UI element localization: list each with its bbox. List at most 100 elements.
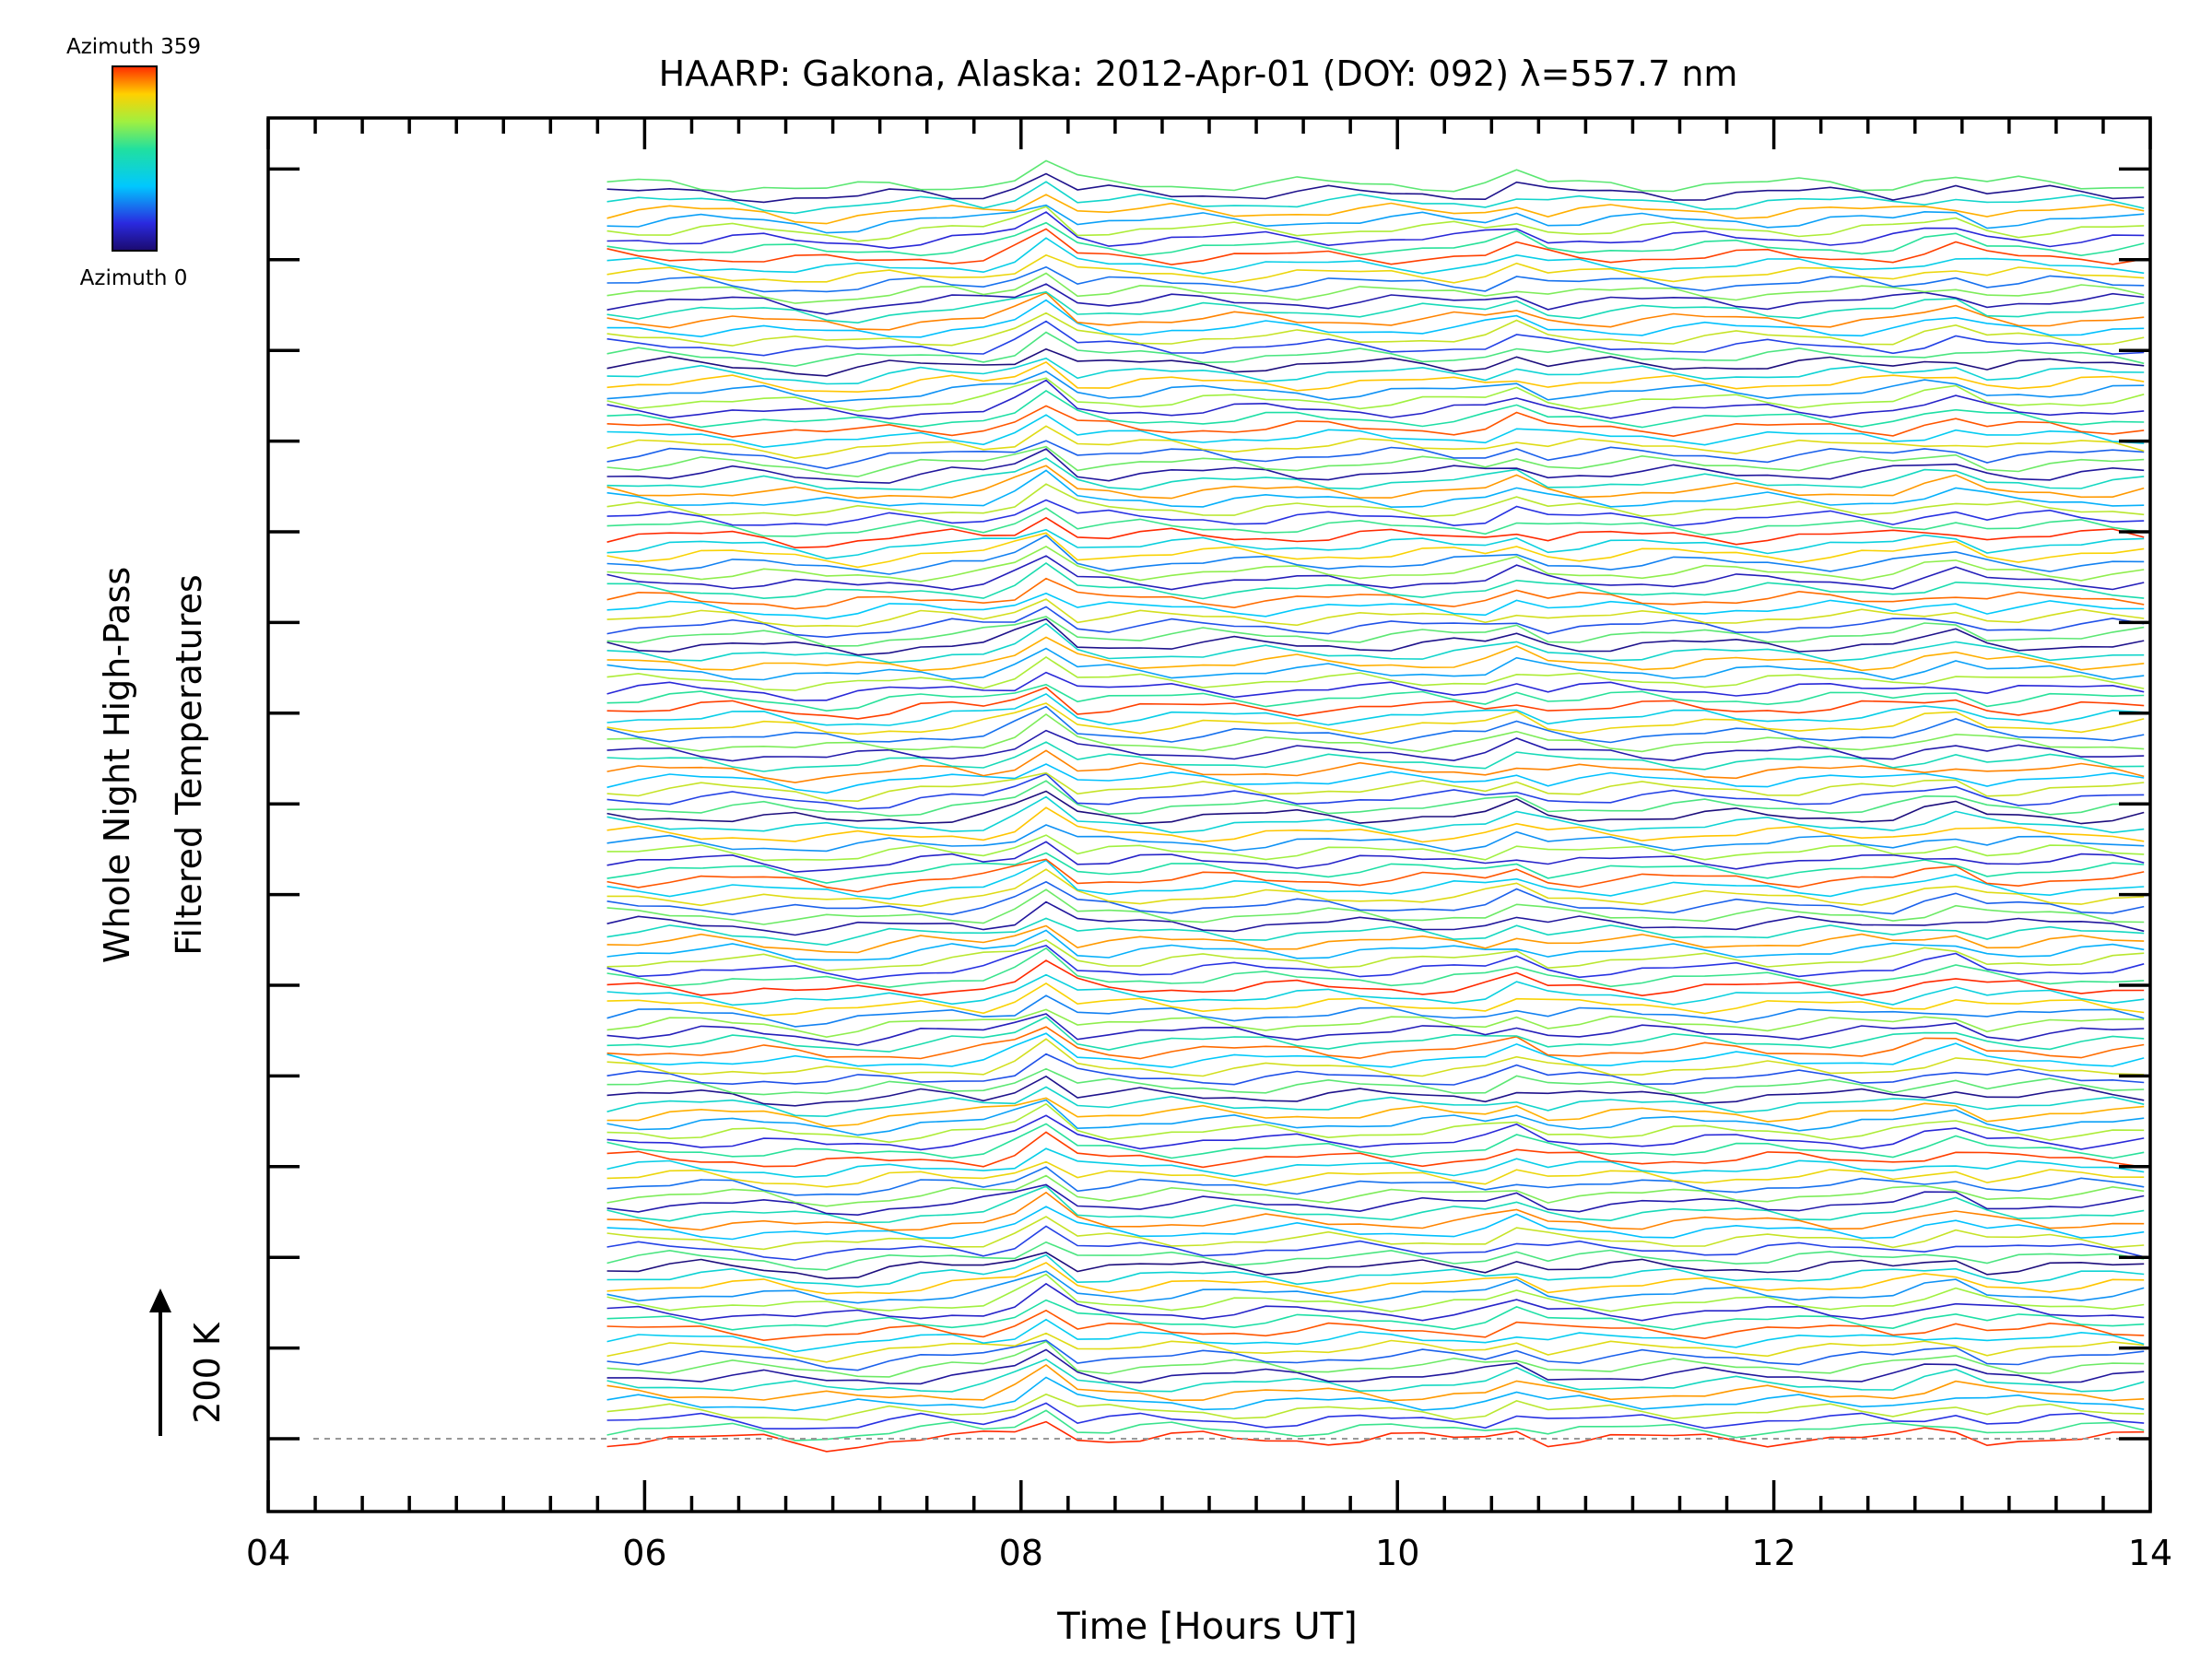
trace-line [606, 945, 2145, 981]
y-axis-label-line2: Filtered Temperatures [169, 574, 209, 955]
trace-line [606, 545, 2145, 582]
trace-line [606, 272, 2145, 304]
trace-line [606, 577, 2145, 610]
trace-line [606, 702, 2145, 735]
trace-line [606, 1131, 2145, 1169]
trace-line [606, 312, 2145, 347]
trace-line [606, 1216, 2145, 1251]
trace-line [606, 448, 2145, 484]
trace-line [606, 237, 2145, 275]
x-tick-label: 10 [1375, 1533, 1419, 1573]
trace-line [606, 1309, 2145, 1342]
x-tick-label: 12 [1751, 1533, 1795, 1573]
trace-line [606, 606, 2145, 639]
trace-line [606, 917, 2145, 947]
trace-line [606, 291, 2145, 331]
trace-line [606, 806, 2145, 843]
trace-line [606, 516, 2145, 549]
trace-line [606, 1393, 2145, 1421]
trace-line [606, 1348, 2145, 1385]
trace-line [606, 729, 2145, 762]
trace-line [606, 1032, 2145, 1068]
trace-line [606, 405, 2145, 438]
trace-line [606, 1253, 2145, 1288]
trace-line [606, 347, 2145, 377]
trace-line [606, 253, 2145, 284]
trace-line [606, 772, 2145, 810]
trace-line [606, 211, 2145, 250]
trace-line [606, 868, 2145, 908]
trace-line [606, 1252, 2145, 1280]
trace-line [606, 1102, 2145, 1144]
trace-line [606, 440, 2145, 470]
trace-line [606, 780, 2145, 818]
trace-line [606, 425, 2145, 460]
trace-line [606, 1206, 2145, 1241]
x-tick-labels: 04 06 08 10 12 14 [246, 1533, 2172, 1573]
trace-line [606, 795, 2145, 834]
trace-line [606, 924, 2145, 954]
trace-line [606, 616, 2145, 647]
trace-line [606, 618, 2145, 656]
trace-line [606, 331, 2145, 368]
trace-line [606, 982, 2145, 1017]
trace-line [606, 357, 2145, 385]
x-tick-label: 08 [999, 1533, 1043, 1573]
trace-line [606, 1097, 2145, 1128]
trace-line [606, 947, 2145, 988]
trace-line [606, 1174, 2145, 1207]
trace-line [606, 1160, 2145, 1188]
trace-line [606, 1420, 2145, 1453]
trace-line [606, 265, 2145, 293]
trace-line [606, 1067, 2145, 1096]
trace-line [606, 360, 2145, 394]
trace-line [606, 859, 2145, 900]
trace-line [606, 1402, 2145, 1430]
trace-line [606, 1185, 2145, 1224]
trace-line [606, 1114, 2145, 1151]
trace-line [606, 1359, 2145, 1393]
trace-line [606, 465, 2145, 500]
trace-line [606, 457, 2145, 491]
trace-line [606, 598, 2145, 628]
trace-line [606, 204, 2145, 234]
trace-line [606, 994, 2145, 1028]
trace-line [606, 555, 2145, 591]
trace-line [606, 172, 2145, 204]
trace-line [606, 647, 2145, 681]
trace-line [606, 1053, 2145, 1086]
trace-line [606, 290, 2145, 324]
trace-line [606, 320, 2145, 357]
trace-line [606, 959, 2145, 997]
trace-line [606, 283, 2145, 315]
scale-arrow [149, 1288, 171, 1436]
trace-line [606, 1299, 2145, 1331]
x-tick-label: 14 [2128, 1533, 2172, 1573]
trace-line [606, 763, 2145, 794]
trace-line [606, 834, 2145, 862]
trace-line [606, 532, 2145, 569]
trace-line [606, 973, 2145, 1006]
trace-line [606, 206, 2145, 242]
trace-line [606, 371, 2145, 404]
trace-line [606, 1376, 2145, 1412]
trace-line [606, 1123, 2145, 1159]
ticks [266, 118, 2152, 1512]
trace-line [606, 379, 2145, 420]
trace-line [606, 880, 2145, 916]
colorbar [112, 65, 158, 252]
trace-line [606, 939, 2145, 971]
trace-line [606, 469, 2145, 509]
x-tick-label: 04 [246, 1533, 290, 1573]
trace-line [606, 713, 2145, 753]
trace-line [606, 1282, 2145, 1322]
x-axis-label: Time [Hours UT] [1056, 1606, 1357, 1648]
trace-line [606, 1075, 2145, 1107]
trace-line [606, 1008, 2145, 1039]
trace-line [606, 507, 2145, 537]
trace-line [606, 705, 2145, 745]
trace-line [606, 824, 2145, 853]
trace-line [606, 683, 2145, 712]
colorbar-top-label: Azimuth 359 [66, 35, 201, 59]
